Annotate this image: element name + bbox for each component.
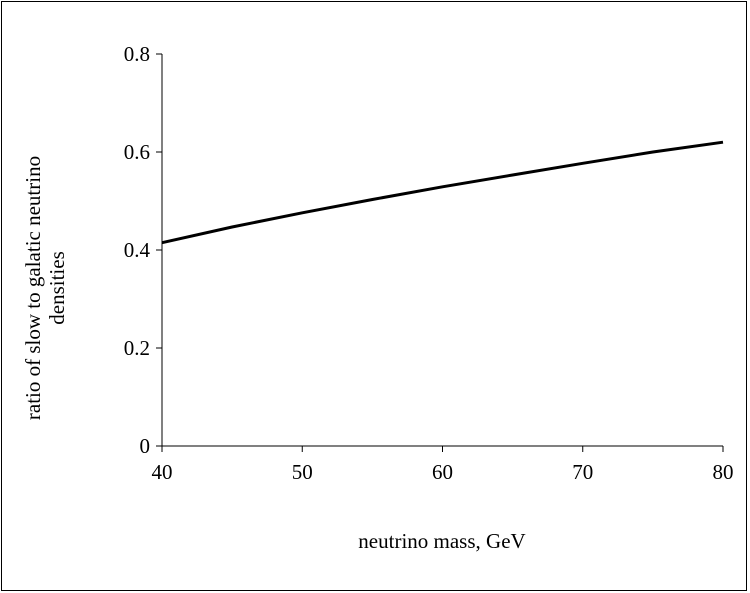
x-tick-label: 60 xyxy=(432,460,453,484)
y-axis-title-line-2: densities xyxy=(45,251,69,325)
y-tick-label: 0 xyxy=(140,434,151,458)
y-tick-label: 0.6 xyxy=(124,140,150,164)
x-tick-label: 50 xyxy=(292,460,313,484)
y-tick-label: 0.4 xyxy=(124,238,151,262)
x-tick-label: 70 xyxy=(572,460,593,484)
y-tick-label: 0.8 xyxy=(124,42,150,66)
series-lines xyxy=(161,140,724,245)
x-axis-title: neutrino mass, GeV xyxy=(358,529,525,553)
x-tick-label: 40 xyxy=(152,460,173,484)
x-axis: 40 50 60 70 80 xyxy=(152,445,734,484)
y-axis-title: ratio of slow to galatic neutrino densit… xyxy=(21,156,69,420)
x-tick-label: 80 xyxy=(713,460,734,484)
y-axis: 0 0.2 0.4 0.6 0.8 xyxy=(124,42,163,458)
series-line-1 xyxy=(161,140,724,245)
y-axis-title-line-1: ratio of slow to galatic neutrino xyxy=(21,156,45,420)
y-tick-label: 0.2 xyxy=(124,336,150,360)
